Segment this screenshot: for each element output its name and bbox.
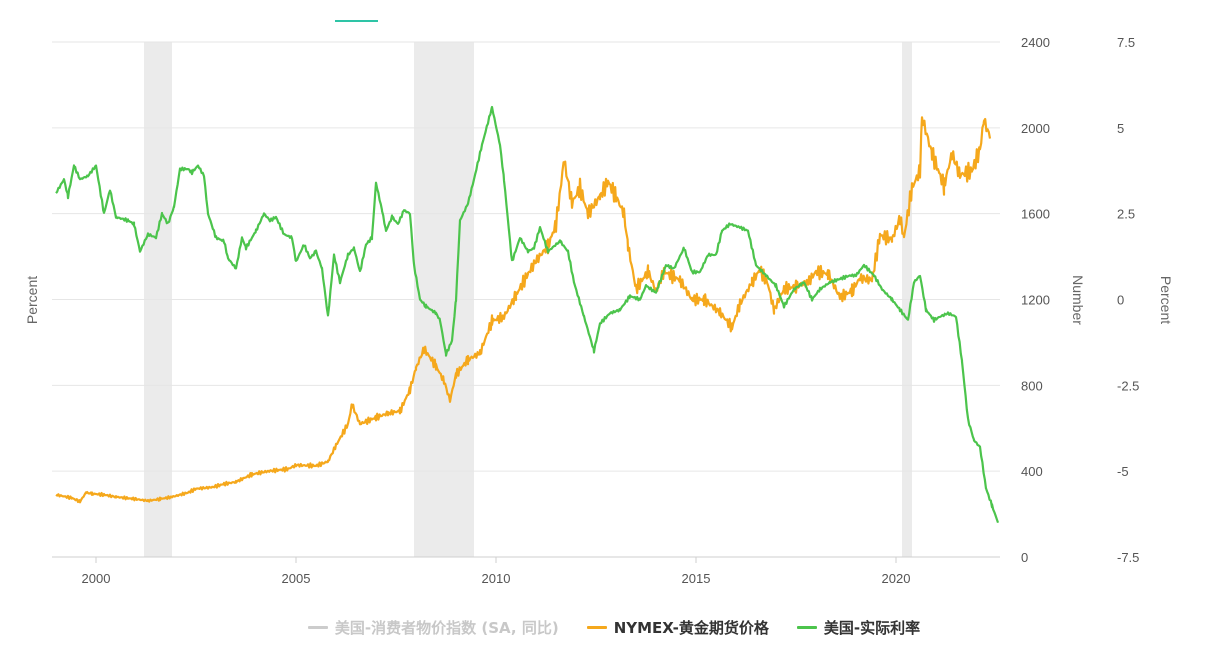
y-tick-number: 0: [1021, 550, 1028, 565]
legend-label: NYMEX-黄金期货价格: [613, 618, 769, 637]
legend-swatch: [307, 625, 328, 629]
y-tick-percent: -7.5: [1117, 550, 1139, 565]
y-tick-percent: 5: [1117, 121, 1124, 136]
legend-item[interactable]: 美国-消费者物价指数 (SA, 同比): [307, 617, 559, 638]
grid-lines: [52, 41, 1000, 558]
legend-swatch: [796, 625, 817, 629]
y-tick-number: 2400: [1021, 35, 1050, 50]
series-lines: [55, 105, 1000, 524]
y-tick-number: 400: [1021, 464, 1043, 479]
y-tick-percent: 2.5: [1117, 207, 1135, 222]
y-tick-percent: 7.5: [1117, 35, 1135, 50]
x-tick-label: 2010: [482, 571, 511, 586]
y-axis-number: 0 400 800 1200 1600 2000 2400: [1021, 35, 1050, 565]
legend-label: 美国-实际利率: [823, 618, 921, 637]
y-tick-percent: -2.5: [1117, 378, 1139, 393]
x-axis: 2000 2005 2010 2015 2020: [82, 557, 911, 586]
y-axis-percent-right: -7.5 -5 -2.5 0 2.5 5 7.5: [1117, 35, 1139, 565]
y-tick-number: 1200: [1021, 293, 1050, 308]
legend-swatch: [586, 625, 607, 629]
y-tick-percent: -5: [1117, 464, 1129, 479]
tab-underline: [335, 20, 378, 22]
right2-axis-title: Percent: [1158, 276, 1174, 324]
gold-price-line: [55, 116, 992, 504]
legend-item[interactable]: NYMEX-黄金期货价格: [586, 617, 769, 638]
right1-axis-title: Number: [1070, 275, 1086, 325]
legend-label: 美国-消费者物价指数 (SA, 同比): [334, 618, 559, 637]
y-tick-number: 2000: [1021, 121, 1050, 136]
y-tick-number: 800: [1021, 378, 1043, 393]
chart-area: 2000 2005 2010 2015 2020 0 400 800 1200 1600 2000…: [24, 35, 1174, 586]
left-axis-title: Percent: [24, 276, 40, 324]
y-tick-number: 1600: [1021, 207, 1050, 222]
x-tick-label: 2020: [882, 571, 911, 586]
x-tick-label: 2005: [282, 571, 311, 586]
y-tick-percent: 0: [1117, 293, 1124, 308]
x-tick-label: 2015: [682, 571, 711, 586]
legend-item[interactable]: 美国-实际利率: [796, 617, 921, 638]
x-tick-label: 2000: [82, 571, 111, 586]
real-rate-line: [55, 105, 1000, 524]
legend: 美国-消费者物价指数 (SA, 同比) NYMEX-黄金期货价格 美国-实际利率: [0, 612, 1228, 642]
